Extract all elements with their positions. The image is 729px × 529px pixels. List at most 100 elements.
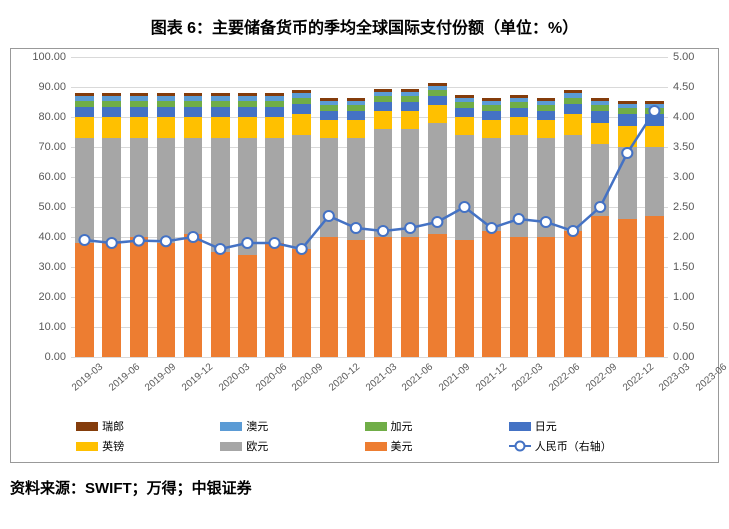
y-left-tick: 30.00 (21, 261, 66, 273)
bar-segment-欧元 (510, 135, 528, 237)
bar-segment-欧元 (564, 135, 582, 231)
y-left-tick: 60.00 (21, 171, 66, 183)
bar-segment-日元 (320, 111, 338, 120)
y-right-tick: 2.50 (673, 201, 708, 213)
bar-segment-英镑 (211, 117, 229, 138)
bar-slot (342, 98, 369, 358)
y-left-tick: 50.00 (21, 201, 66, 213)
bar-segment-美元 (130, 237, 148, 357)
bar-segment-美元 (591, 216, 609, 357)
legend-swatch (220, 422, 242, 431)
stacked-bar (401, 89, 419, 358)
bar-segment-日元 (645, 114, 663, 126)
bar-slot (641, 101, 668, 358)
bar-segment-美元 (292, 249, 310, 357)
bar-segment-美元 (374, 237, 392, 357)
bar-segment-英镑 (130, 117, 148, 138)
bar-slot (560, 90, 587, 357)
legend-label: 澳元 (246, 418, 268, 434)
y-right-tick: 0.50 (673, 321, 708, 333)
bar-segment-英镑 (75, 117, 93, 138)
bar-group (71, 57, 668, 357)
y-right-tick: 1.50 (673, 261, 708, 273)
bar-segment-美元 (75, 243, 93, 357)
bar-segment-欧元 (591, 144, 609, 216)
stacked-bar (591, 98, 609, 358)
chart-container: 0.0010.0020.0030.0040.0050.0060.0070.008… (10, 48, 719, 463)
y-left-tick: 70.00 (21, 141, 66, 153)
bar-segment-美元 (347, 240, 365, 357)
bar-segment-英镑 (374, 111, 392, 129)
bar-segment-美元 (184, 234, 202, 357)
legend-item: 英镑 (76, 438, 220, 454)
bar-slot (370, 89, 397, 358)
bar-segment-日元 (265, 107, 283, 118)
legend-item: 美元 (365, 438, 509, 454)
bar-segment-日元 (510, 108, 528, 117)
bar-segment-英镑 (564, 114, 582, 135)
y-left-tick: 90.00 (21, 81, 66, 93)
bar-slot (532, 98, 559, 358)
bar-segment-欧元 (265, 138, 283, 243)
bar-slot (587, 98, 614, 358)
bar-segment-美元 (564, 231, 582, 357)
legend-item: 澳元 (220, 418, 364, 434)
bar-segment-欧元 (75, 138, 93, 243)
legend-label: 人民币（右轴） (535, 438, 612, 454)
legend-swatch (220, 442, 242, 451)
bar-segment-欧元 (618, 147, 636, 219)
bar-slot (505, 95, 532, 358)
stacked-bar (102, 93, 120, 357)
bar-slot (98, 93, 125, 357)
bar-segment-欧元 (347, 138, 365, 240)
bar-segment-美元 (238, 255, 256, 357)
bar-slot (315, 98, 342, 358)
bar-segment-日元 (564, 104, 582, 115)
bar-segment-英镑 (401, 111, 419, 129)
bar-segment-欧元 (482, 138, 500, 231)
bar-segment-欧元 (455, 135, 473, 240)
bar-segment-欧元 (428, 123, 446, 234)
bar-segment-欧元 (184, 138, 202, 234)
bar-segment-日元 (428, 96, 446, 105)
bar-segment-美元 (320, 237, 338, 357)
bar-segment-日元 (401, 102, 419, 111)
stacked-bar (211, 93, 229, 357)
bar-segment-英镑 (102, 117, 120, 138)
bar-segment-英镑 (265, 117, 283, 138)
bar-segment-欧元 (292, 135, 310, 249)
bar-slot (125, 93, 152, 357)
stacked-bar (510, 95, 528, 358)
bar-segment-日元 (102, 107, 120, 118)
bar-segment-英镑 (591, 123, 609, 144)
y-right-tick: 4.00 (673, 111, 708, 123)
bar-slot (261, 93, 288, 357)
bar-segment-欧元 (645, 147, 663, 216)
stacked-bar (537, 98, 555, 358)
x-axis-labels: 2019-032019-062019-092019-122020-032020-… (71, 361, 668, 372)
stacked-bar (455, 95, 473, 358)
bar-segment-英镑 (238, 117, 256, 138)
bar-segment-美元 (510, 237, 528, 357)
bar-segment-日元 (618, 114, 636, 126)
stacked-bar (157, 93, 175, 357)
bar-segment-英镑 (482, 120, 500, 138)
stacked-bar (618, 101, 636, 358)
bar-segment-美元 (401, 237, 419, 357)
stacked-bar (184, 93, 202, 357)
bar-segment-日元 (157, 107, 175, 118)
bar-segment-英镑 (320, 120, 338, 138)
bar-slot (234, 93, 261, 357)
legend-label: 欧元 (246, 438, 268, 454)
legend-label: 英镑 (102, 438, 124, 454)
bar-segment-欧元 (320, 138, 338, 237)
bar-segment-欧元 (537, 138, 555, 237)
bar-segment-欧元 (374, 129, 392, 237)
bar-slot (424, 83, 451, 358)
y-left-tick: 40.00 (21, 231, 66, 243)
y-left-tick: 0.00 (21, 351, 66, 363)
y-left-tick: 80.00 (21, 111, 66, 123)
bar-segment-欧元 (211, 138, 229, 252)
y-right-tick: 2.00 (673, 231, 708, 243)
bar-segment-日元 (347, 111, 365, 120)
